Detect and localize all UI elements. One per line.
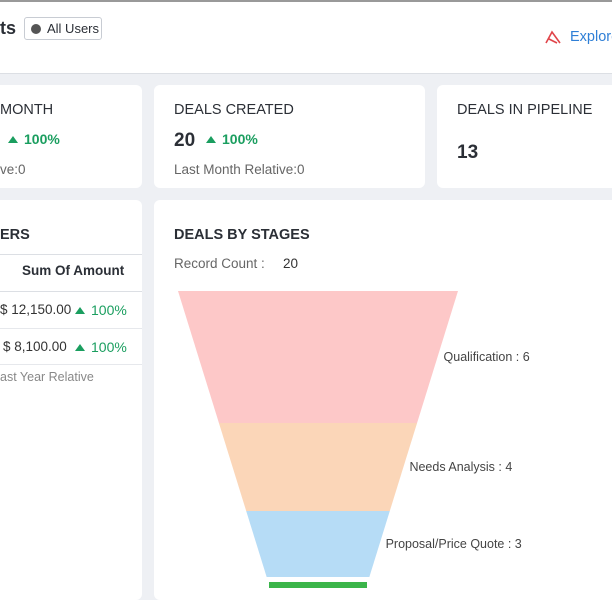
filter-label: All Users xyxy=(47,21,100,36)
stage-label: Qualification : 6 xyxy=(444,350,530,364)
change: 100% xyxy=(75,302,127,318)
card-title: MONTH xyxy=(0,102,54,118)
change: 100% xyxy=(8,131,60,147)
relative: ve:0 xyxy=(0,162,26,177)
table-title: ERS xyxy=(0,227,30,243)
stage-label: Proposal/Price Quote : 3 xyxy=(386,537,522,551)
page-title: ts xyxy=(0,18,17,38)
relative: Last Month Relative:0 xyxy=(174,162,305,177)
record-count-label: Record Count : xyxy=(174,256,265,271)
explore-link[interactable]: Explore xyxy=(570,29,612,45)
card-title: DEALS CREATED xyxy=(174,102,294,118)
stage-label: Needs Analysis : 4 xyxy=(409,460,512,474)
card-value: 20 xyxy=(174,130,196,151)
funnel-stage xyxy=(178,291,458,423)
table-footer: ast Year Relative xyxy=(0,370,94,384)
card-value: 13 xyxy=(457,142,479,163)
card xyxy=(0,200,142,600)
amount: $ 8,100.00 xyxy=(3,339,67,354)
funnel-title: DEALS BY STAGES xyxy=(174,227,310,243)
funnel-stage xyxy=(246,511,390,577)
change: 100% xyxy=(75,339,127,355)
row-divider xyxy=(0,364,142,365)
record-count: 20 xyxy=(283,256,299,271)
top-bar xyxy=(0,0,612,74)
card xyxy=(437,85,612,188)
table-header xyxy=(0,254,142,292)
funnel-cut-segment xyxy=(269,582,367,588)
amount: $ 12,150.00 xyxy=(0,302,72,317)
card-title: DEALS IN PIPELINE xyxy=(457,102,593,118)
filter-button[interactable]: All Users xyxy=(24,17,102,40)
change: 100% xyxy=(206,131,258,147)
funnel-stage xyxy=(218,423,418,511)
row-divider xyxy=(0,328,142,329)
explore-icon xyxy=(545,30,561,44)
column-header: Sum Of Amount xyxy=(22,263,125,278)
card xyxy=(154,85,425,188)
